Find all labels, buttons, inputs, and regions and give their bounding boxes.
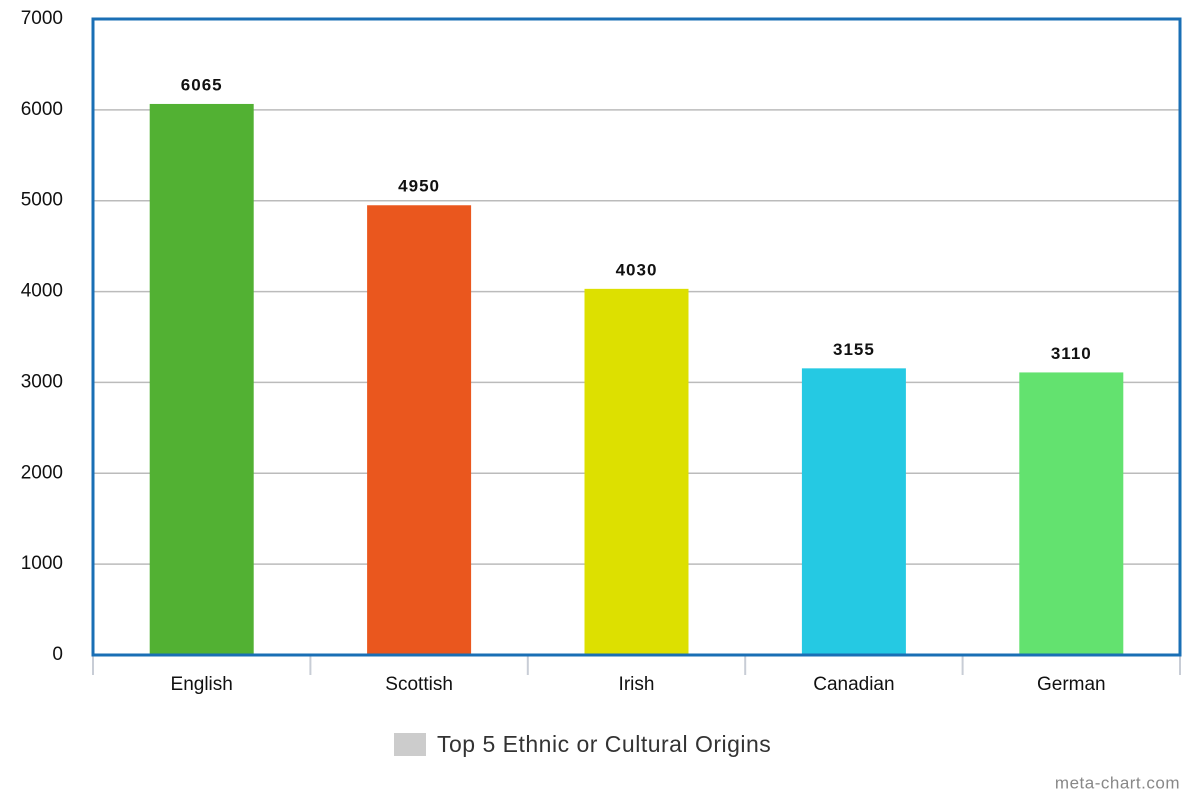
y-tick-label: 7000: [21, 8, 63, 29]
value-label: 4950: [398, 177, 440, 196]
bar: [149, 103, 254, 656]
x-tick-label: German: [1037, 674, 1106, 695]
bar: [367, 205, 472, 655]
x-tick-label: Canadian: [813, 674, 894, 695]
y-tick-label: 4000: [21, 281, 63, 302]
value-label: 3155: [833, 340, 875, 359]
y-tick-label: 6000: [21, 99, 63, 120]
y-tick-label: 1000: [21, 553, 63, 574]
bar: [1019, 372, 1124, 655]
value-label: 3110: [1051, 344, 1092, 363]
value-label: 4030: [616, 260, 658, 279]
y-tick-label: 3000: [21, 371, 63, 392]
x-tick-label: Irish: [619, 674, 655, 695]
plot-frame: [91, 17, 1182, 657]
watermark: meta-chart.com: [1055, 773, 1180, 792]
legend-label: Top 5 Ethnic or Cultural Origins: [437, 731, 771, 757]
bar: [584, 288, 689, 655]
y-tick-label: 2000: [21, 462, 63, 483]
y-tick-label: 0: [52, 644, 63, 665]
legend-swatch: [394, 733, 426, 756]
x-tick-label: English: [171, 674, 233, 695]
value-label: 6065: [181, 75, 223, 94]
bar: [801, 368, 906, 655]
x-tick-label: Scottish: [385, 674, 453, 695]
y-tick-label: 5000: [21, 190, 63, 211]
